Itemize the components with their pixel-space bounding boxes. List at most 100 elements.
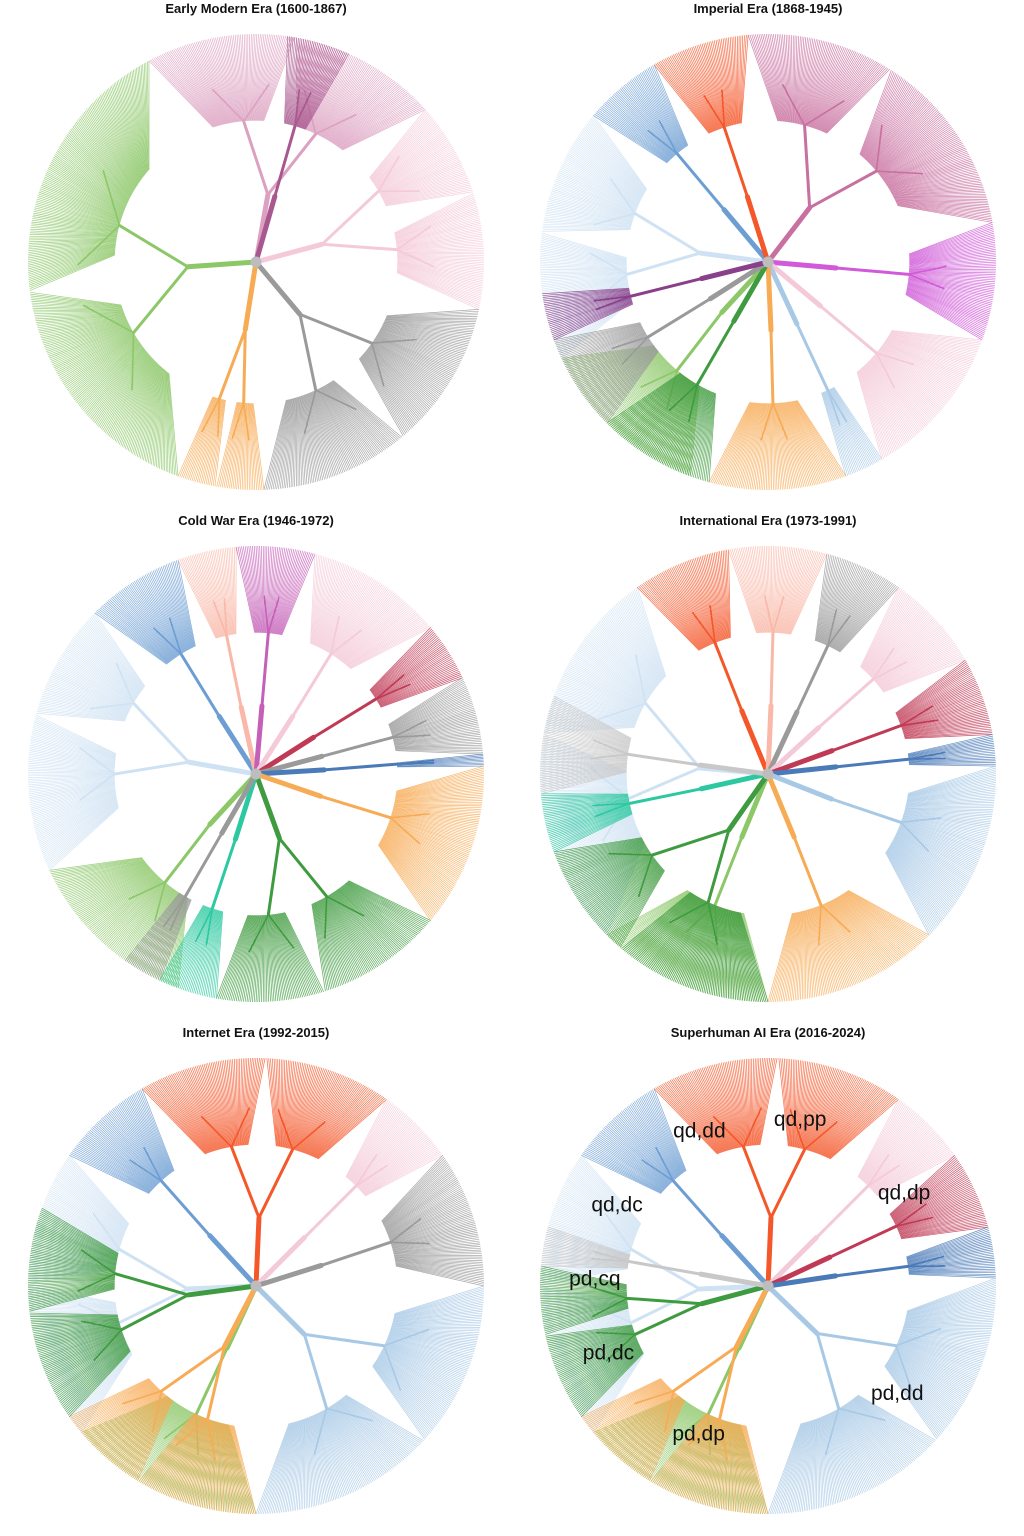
leaf-branch xyxy=(655,899,704,973)
leaf-branch xyxy=(255,545,262,633)
leaf-branch xyxy=(909,247,996,263)
leaf-branch xyxy=(867,606,923,675)
leaf-branch xyxy=(542,278,628,295)
leaf-branch xyxy=(807,44,838,127)
leaf-branch xyxy=(167,1075,215,1152)
leaf-branch xyxy=(304,394,320,482)
leaf-branch xyxy=(44,687,129,713)
leaf-branch xyxy=(901,699,984,728)
leaf-branch xyxy=(54,860,145,883)
leaf-branch xyxy=(385,1343,466,1377)
leaf-branch xyxy=(871,99,929,166)
leaf-branch xyxy=(320,564,347,649)
leaf-branch xyxy=(90,347,145,420)
leaf-branch xyxy=(566,331,646,369)
leaf-branch xyxy=(881,135,958,179)
sub-branch xyxy=(322,762,399,772)
leaf-branch xyxy=(35,793,117,834)
leaf-branch xyxy=(30,1317,119,1323)
leaf-branch xyxy=(28,243,116,257)
leaf-branch xyxy=(133,362,157,455)
leaf-branch xyxy=(306,1417,311,1508)
leaf-branch xyxy=(392,716,477,739)
leaf-branch xyxy=(93,1125,159,1185)
leaf-branch xyxy=(325,896,368,974)
leaf-branch xyxy=(151,58,215,128)
leaf-branch xyxy=(611,867,663,941)
clade-trunk xyxy=(697,250,767,264)
leaf-branch xyxy=(878,350,949,402)
sub-branch xyxy=(396,225,432,251)
leaf-branch xyxy=(563,160,639,206)
leaf-branch xyxy=(594,113,668,163)
leaf-branch xyxy=(194,554,223,637)
leaf-branch xyxy=(909,227,994,257)
leaf-branch xyxy=(42,1332,123,1367)
leaf-branch xyxy=(795,36,803,124)
leaf-branch xyxy=(901,819,985,846)
leaf-branch xyxy=(882,344,961,385)
leaf-branch xyxy=(603,864,660,933)
sub-branch xyxy=(594,802,631,818)
leaf-branch xyxy=(196,553,223,637)
leaf-branch xyxy=(576,136,643,198)
leaf-branch xyxy=(250,546,261,633)
leaf-branch xyxy=(787,401,821,485)
leaf-branch xyxy=(397,264,483,287)
leaf-branch xyxy=(85,621,143,691)
leaf-branch xyxy=(205,910,220,997)
clade-leaves xyxy=(69,1378,257,1515)
leaf-branch xyxy=(28,1298,117,1308)
leaf-branch xyxy=(167,563,193,649)
leaf-branch xyxy=(895,833,968,885)
leaf-branch xyxy=(369,346,437,403)
sub-branch xyxy=(248,914,270,953)
leaf-branch xyxy=(551,811,632,846)
leaf-branch xyxy=(890,331,982,344)
leaf-branch xyxy=(728,909,735,1000)
leaf-branch xyxy=(321,63,370,137)
leaf-branch xyxy=(372,1365,425,1440)
leaf-branch xyxy=(895,200,990,209)
panel-title: Early Modern Era (1600-1867) xyxy=(165,1,347,16)
leaf-branch xyxy=(870,613,931,678)
leaf-branch xyxy=(663,571,709,646)
leaf-branch xyxy=(259,1423,291,1515)
leaf-branch xyxy=(397,262,484,282)
leaf-branch xyxy=(335,890,396,955)
leaf-branch xyxy=(184,557,219,638)
leaf-branch xyxy=(49,1338,125,1383)
leaf-branch xyxy=(152,367,163,466)
leaf-branch xyxy=(540,270,627,274)
leaf-branch xyxy=(887,849,938,928)
leaf-branch xyxy=(359,358,405,436)
leaf-branch xyxy=(377,142,451,190)
leaf-branch xyxy=(652,383,698,459)
leaf-branch xyxy=(283,1060,289,1148)
leaf-branch xyxy=(93,1387,159,1447)
leaf-branch xyxy=(338,595,399,660)
leaf-branch xyxy=(547,296,632,320)
leaf-branch xyxy=(29,1288,115,1310)
leaf-branch xyxy=(540,271,627,276)
sub-branch xyxy=(313,1407,328,1455)
leaf-branch xyxy=(863,78,904,158)
leaf-branch xyxy=(231,35,243,122)
sub-branch xyxy=(389,813,431,819)
leaf-branch xyxy=(392,1309,483,1322)
leaf-branch xyxy=(378,664,457,704)
leaf-branch xyxy=(33,790,116,825)
leaf-branch xyxy=(264,1422,293,1514)
leaf-branch xyxy=(103,352,148,433)
leaf-branch xyxy=(165,371,169,473)
leaf-branch xyxy=(379,842,436,916)
leaf-branch xyxy=(382,835,449,898)
clade-leaves xyxy=(636,549,731,651)
leaf-branch xyxy=(551,702,631,742)
leaf-branch xyxy=(41,695,128,716)
leaf-branch xyxy=(346,1100,389,1178)
clade-trunk xyxy=(769,259,839,271)
leaf-branch xyxy=(546,295,631,316)
leaf-branch xyxy=(169,562,193,648)
leaf-branch xyxy=(383,1347,461,1388)
